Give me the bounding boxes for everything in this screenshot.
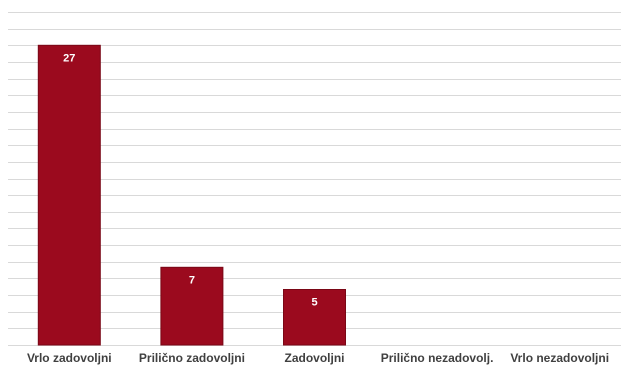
x-tick-label: Vrlo nezadovoljni [510,351,609,365]
bar [283,289,346,346]
data-label: 27 [63,52,75,64]
data-label: 7 [189,274,195,286]
x-tick-label: Vrlo zadovoljni [27,351,112,365]
x-axis-tick-labels: Vrlo zadovoljni Prilično zadovoljni Zadovo… [27,351,609,365]
bars [37,44,346,346]
bar [160,266,224,346]
x-tick-label: Zadovoljni [285,351,345,365]
x-tick-label: Prilično zadovoljni [139,351,245,365]
bar [37,44,101,346]
data-label: 5 [311,297,317,309]
x-tick-label: Prilično nezadovolj. [381,351,494,365]
gridlines [8,12,621,346]
data-labels: 27 7 5 [63,52,317,308]
